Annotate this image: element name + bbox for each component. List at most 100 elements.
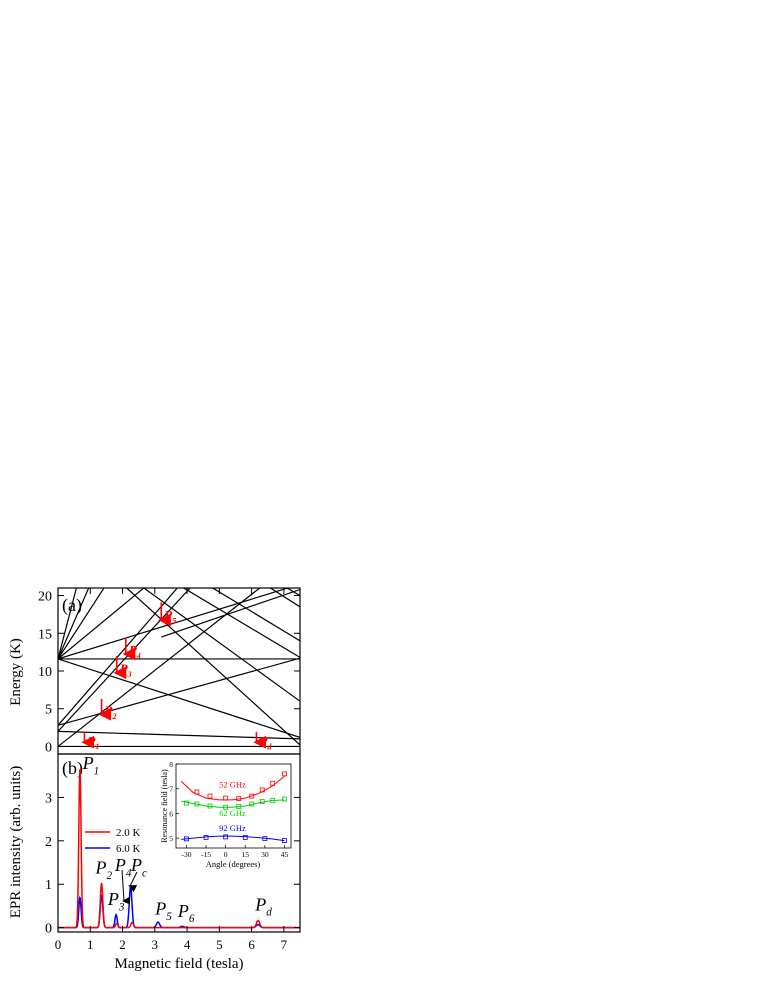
pc-pointer [128,871,138,893]
inset-x-tick-label: 30 [261,850,269,859]
x-tick-label: 4 [184,937,191,952]
x-tick-label: 3 [152,937,159,952]
data-point [184,836,189,842]
inset-x-tick-label: -15 [201,850,211,859]
data-point [259,787,265,793]
x-tick-label: 6 [248,937,255,952]
peak-label: Pc [130,855,147,879]
peak-labels: P1 P2 P3 P4 Pc P5 P6 Pd [82,753,273,925]
data-point [223,804,229,810]
y-tick-label: 0 [45,740,52,755]
data-point [270,798,276,803]
panel-b-tag: (b) [62,758,83,779]
peak-label: P2 [95,857,113,881]
transition-label: P3 [120,661,132,679]
energy-level-line [58,588,261,747]
energy-level-line [58,588,90,660]
panel-b-frame [57,753,301,933]
y-tick-label: 2 [45,835,52,850]
panel-b-ylabel: EPR intensity (arb. units) [8,766,24,919]
inset-series-label: 92 GHz [219,823,246,833]
inset-x-tick-label: 45 [281,850,289,859]
data-point [194,789,200,795]
inset-y-tick-label: 5 [169,834,173,843]
data-point [194,801,200,807]
peak-label: P5 [154,899,172,923]
data-point [259,799,265,804]
x-tick-label: 2 [119,937,126,952]
legend: 2.0 K 6.0 K [85,827,141,855]
panel-a-ylabel: Energy (K) [8,638,24,706]
inset-x-tick-label: 0 [224,850,228,859]
y-tick-label: 0 [45,922,52,937]
data-point [242,834,248,840]
energy-level-line [142,588,300,702]
data-point [282,838,287,843]
energy-levels [58,588,300,748]
y-tick-label: 1 [45,878,52,893]
data-point [223,834,229,840]
data-point [184,800,189,806]
inset-plot: 52 GHz 62 GHz 92 GHz -30 -15 0 15 30 45 5 6 7 8 Re… [160,760,292,869]
inset-ylabel: Resonance field (tesla) [160,769,169,843]
data-point [207,803,213,809]
inset-series-labels: 52 GHz 62 GHz 92 GHz [219,779,246,833]
energy-level-line [211,588,300,642]
transition-label: P5 [164,608,176,626]
inset-x-tick-label: -30 [181,850,191,859]
transition-label: P2 [105,703,117,721]
energy-level-line [58,588,290,660]
data-point [282,796,287,802]
x-tick-label: 5 [216,937,223,952]
legend-label: 6.0 K [116,843,141,855]
energy-level-line [58,588,105,660]
transition-label: Pd [259,734,272,752]
data-point [236,796,242,801]
energy-level-line [58,588,145,660]
energy-level-line [182,588,300,658]
inset-y-tick-label: 8 [169,760,173,769]
data-point [207,793,213,799]
data-point [270,780,276,786]
data-point [236,804,242,809]
inset-x-tick-label: 15 [242,850,250,859]
y-tick-label: 10 [38,665,52,680]
x-tick-label: 0 [55,937,62,952]
y-tick-label: 5 [45,703,52,718]
data-point [249,793,255,799]
epr-spectrum-20K [58,769,300,929]
inset-x-ticks: -30 -15 0 15 30 45 [181,845,288,859]
peak-label: P1 [82,753,100,777]
data-point [249,801,255,807]
p4-pointer [121,869,131,905]
transition-label: P1 [87,733,99,751]
peak-label: P4 [114,855,132,879]
epr-spectra [58,769,300,929]
panel-b-xlabel: Magnetic field (tesla) [114,956,243,972]
inset-y-tick-label: 6 [169,809,173,818]
energy-level-line [161,588,300,638]
inset-y-tick-label: 7 [169,785,173,794]
y-tick-label: 3 [45,791,52,806]
inset-series-label: 52 GHz [219,779,246,789]
legend-label: 2.0 K [116,827,141,839]
data-point [223,795,229,801]
inset-xlabel: Angle (degrees) [206,859,261,869]
energy-level-line [125,588,300,746]
energy-level-line [58,658,300,738]
data-point [262,836,268,842]
inset-frame [175,763,292,849]
peak-label: P3 [107,889,125,913]
transition-label: P4 [129,642,141,660]
energy-level-line [58,588,78,660]
y-tick-label: 20 [38,590,52,605]
panel-a-y-ticks: 0 5 10 15 20 [38,590,300,755]
x-tick-label: 1 [87,937,94,952]
inset-data-points [184,771,287,843]
energy-level-line [58,588,179,726]
data-point [203,834,209,840]
